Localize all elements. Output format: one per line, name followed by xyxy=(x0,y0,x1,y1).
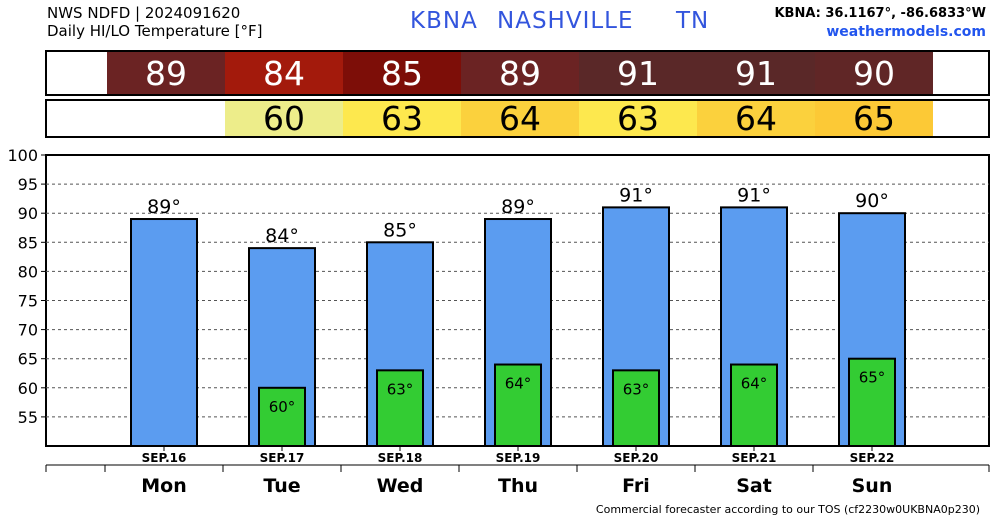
low-temp-strip: 60 63 64 63 64 65 xyxy=(45,99,990,138)
high-temp-strip: 89 84 85 89 91 91 90 xyxy=(45,50,990,96)
date-label: SEP.20 xyxy=(614,451,659,465)
low-bar-label: 65° xyxy=(859,369,886,387)
lo_strip-cell: 64 xyxy=(461,99,579,138)
hi_strip-cell: 90 xyxy=(815,52,933,94)
y-tick-label: 85 xyxy=(18,233,38,252)
hi_strip-cell: 85 xyxy=(343,52,461,94)
site-link[interactable]: weathermodels.com xyxy=(826,24,986,40)
date-label: SEP.19 xyxy=(496,451,541,465)
low-bar-label: 63° xyxy=(387,380,414,398)
high-bar-label: 89° xyxy=(147,196,181,218)
y-tick-label: 55 xyxy=(18,408,38,427)
day-label: Sat xyxy=(736,475,772,497)
lo_strip-cell xyxy=(107,101,225,136)
y-tick-label: 65 xyxy=(18,350,38,369)
high-bar-label: 89° xyxy=(501,196,535,218)
hi_strip-cell: 89 xyxy=(461,52,579,94)
low-bar-label: 60° xyxy=(269,398,296,416)
hi_strip-cell: 84 xyxy=(225,52,343,94)
date-label: SEP.18 xyxy=(378,451,423,465)
y-tick-label: 60 xyxy=(18,379,38,398)
high-bar-label: 84° xyxy=(265,225,299,247)
y-tick-label: 75 xyxy=(18,292,38,311)
high-bar-label: 85° xyxy=(383,219,417,241)
y-tick-label: 95 xyxy=(18,175,38,194)
tos-footer: Commercial forecaster according to our T… xyxy=(595,503,980,516)
day-label: Sun xyxy=(852,475,893,497)
state-name: TN xyxy=(676,8,710,34)
day-label: Mon xyxy=(141,475,187,497)
low-bar xyxy=(848,357,896,448)
high-bar-label: 91° xyxy=(737,184,771,206)
lo_strip-cell: 64 xyxy=(697,99,815,138)
low-bar xyxy=(494,363,542,447)
date-label: SEP.17 xyxy=(260,451,305,465)
station-id: KBNA xyxy=(410,8,478,34)
day-label: Tue xyxy=(263,475,300,497)
chart-subtitle: Daily HI/LO Temperature [°F] xyxy=(47,22,263,40)
high-bar-label: 91° xyxy=(619,184,653,206)
day-label: Wed xyxy=(377,475,424,497)
y-tick-label: 80 xyxy=(18,262,38,281)
y-tick-label: 100 xyxy=(7,146,38,165)
y-tick-label: 90 xyxy=(18,204,38,223)
date-label: SEP.22 xyxy=(850,451,895,465)
low-bar-label: 63° xyxy=(623,380,650,398)
low-bar xyxy=(258,386,306,447)
lo_strip-cell: 60 xyxy=(225,99,343,138)
day-label: Thu xyxy=(498,475,538,497)
lo_strip-cell: 65 xyxy=(815,99,933,138)
lo_strip-cell: 63 xyxy=(579,99,697,138)
low-bar-label: 64° xyxy=(741,375,768,393)
date-label: SEP.21 xyxy=(732,451,777,465)
low-bar-label: 64° xyxy=(505,375,532,393)
city-name: NASHVILLE xyxy=(497,8,634,34)
product-line: NWS NDFD | 2024091620 xyxy=(47,4,241,22)
y-tick-label: 70 xyxy=(18,321,38,340)
hi_strip-cell: 91 xyxy=(697,52,815,94)
high-bar-label: 90° xyxy=(855,190,889,212)
hi_strip-cell: 91 xyxy=(579,52,697,94)
high-bar xyxy=(130,218,198,447)
lo_strip-cell: 63 xyxy=(343,99,461,138)
date-label: SEP.16 xyxy=(142,451,187,465)
day-label: Fri xyxy=(622,475,650,497)
station-coords: KBNA: 36.1167°, -86.6833°W xyxy=(774,6,986,21)
hi_strip-cell: 89 xyxy=(107,52,225,94)
